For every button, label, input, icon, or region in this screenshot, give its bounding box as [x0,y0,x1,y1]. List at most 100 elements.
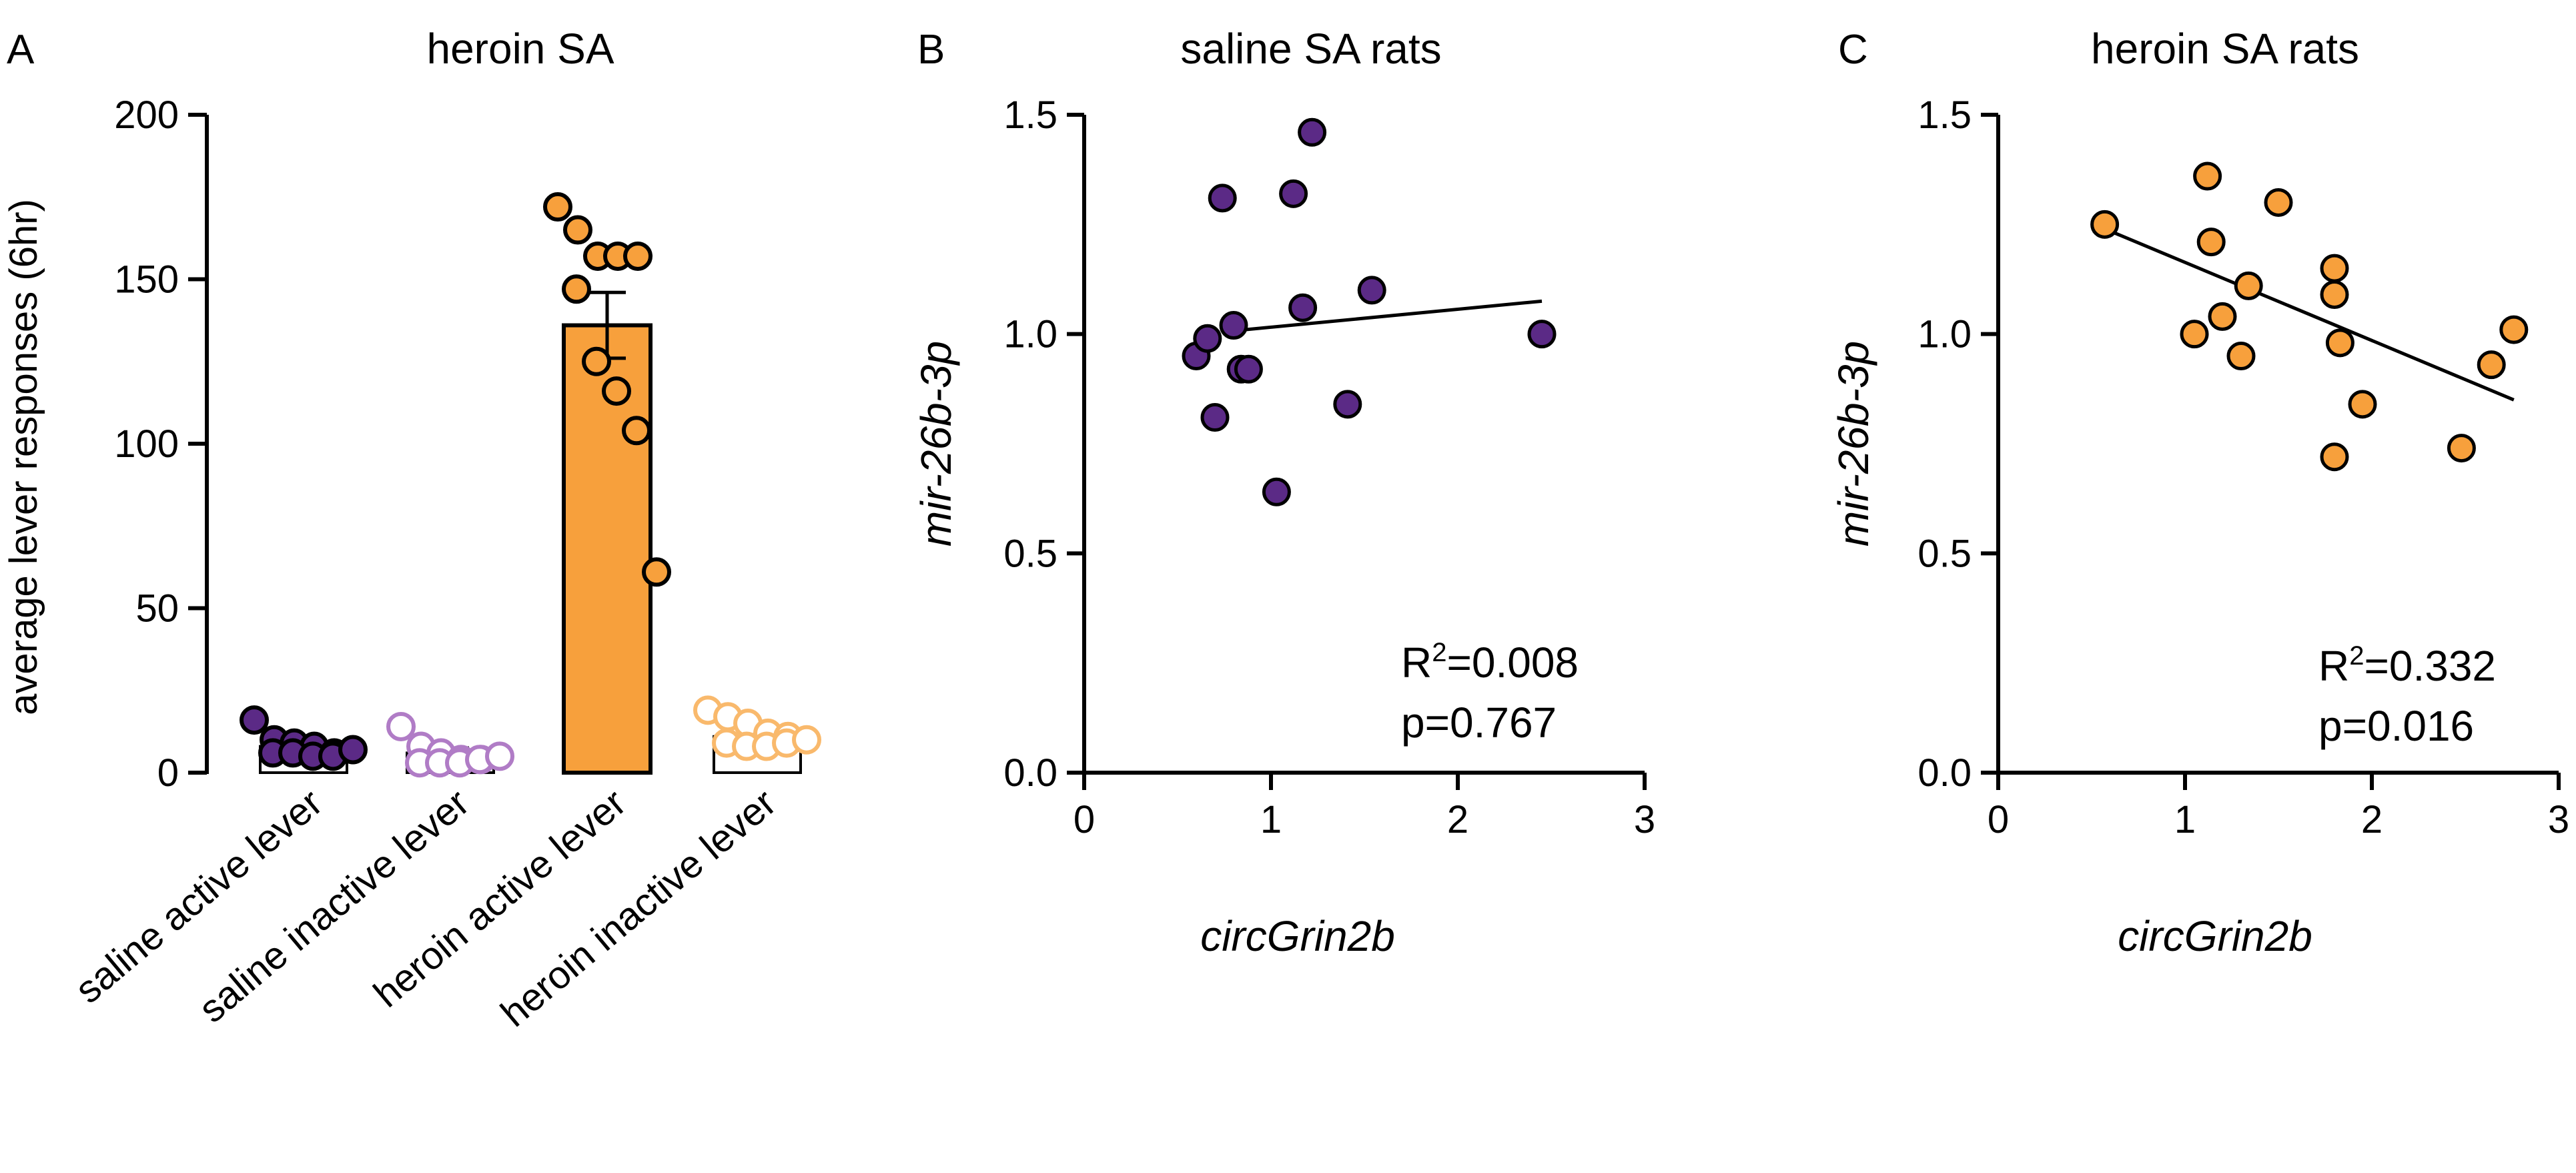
panel-b-r2-sup: 2 [1432,638,1446,667]
panel-c-regression-line [2104,227,2515,402]
panel-c-data-point [2196,228,2226,257]
panel-c-data-point [2090,210,2120,239]
panel-c-data-point [2320,442,2349,472]
panel-a-y-tick-label: 50 [135,587,179,631]
panel-c-xlabel: circGrin2b [2118,912,2312,960]
panel-c-p: p=0.016 [2318,702,2474,750]
panel-b-x-tick-label: 0 [1074,798,1095,841]
panel-b-title: saline SA rats [1180,25,1441,73]
panel-a-ylabel: average lever responses (6hr) [2,199,45,715]
panel-b-ylabel: mir-26b-3p [912,341,960,546]
panel-c-data-point [2447,434,2476,463]
panel-b-xlabel: circGrin2b [1200,912,1395,960]
panel-b-x-tick-label: 1 [1260,798,1282,841]
category-label: heroin active lever [366,781,634,1016]
panel-c-data-point [2234,271,2263,300]
panel-letter-a: A [7,27,35,73]
panel-b-data-point [1279,179,1308,208]
panel-b-y-tick-label: 0.5 [1003,532,1057,575]
panel-c: C heroin SA rats mir-26b-3p circGrin2b 0… [1829,25,2569,960]
panel-c-data-point [2226,342,2256,371]
panel-a-bars [259,290,802,775]
panel-b-r2-prefix: R [1401,639,1432,687]
panel-b-data-point [1357,276,1386,305]
panel-c-data-point [2499,315,2529,344]
panel-c-data-point [2264,187,2293,217]
data-point [582,346,611,376]
panel-c-fit-line [2104,227,2515,402]
panel-c-data-point [2348,390,2377,419]
data-point [602,376,631,406]
panel-b-y-tick-label: 1.0 [1003,313,1057,356]
panel-c-data-point [2325,328,2354,358]
panel-b-data-point [1288,293,1318,322]
panel-b-p: p=0.767 [1401,699,1557,747]
panel-a-title: heroin SA [426,25,614,73]
data-point [622,416,651,446]
data-point [623,241,653,271]
panel-b-data-point [1527,320,1557,349]
category-label: saline active lever [67,781,330,1012]
panel-c-ylabel: mir-26b-3p [1829,341,1877,546]
panel-letter-b: B [917,27,945,73]
data-point [240,705,269,735]
panel-b-data-point [1208,183,1237,213]
panel-b-fit-line [1222,299,1543,334]
data-point [485,741,514,771]
panel-b-data-point [1200,403,1230,432]
data-point [562,274,591,304]
category-label: saline inactive lever [191,781,478,1031]
panel-c-data-point [2193,161,2222,191]
data-point [543,192,572,222]
panel-c-r2-prefix: R [2318,642,2349,690]
panel-c-y-tick-label: 0.5 [1917,532,1972,575]
panel-c-r2-value: =0.332 [2364,642,2496,690]
panel-c-y-tick-label: 1.0 [1917,313,1972,356]
data-point [642,557,671,587]
panel-a-y-axis: 0 50 100 150 200 [114,93,209,795]
panel-c-x-tick-label: 0 [1988,798,2009,841]
panel-c-points [2090,161,2529,472]
panel-c-x-tick-label: 1 [2174,798,2196,841]
panel-c-x-tick-label: 3 [2548,798,2569,841]
panel-b-data-point [1234,354,1263,384]
panel-a: A heroin SA average lever responses (6hr… [2,25,821,1036]
panel-b-data-point [1219,311,1248,340]
panel-c-y-tick-label: 1.5 [1917,93,1972,137]
panel-c-data-point [2320,254,2349,283]
panel-b-data-point [1193,324,1222,353]
panel-b-regression-line [1222,299,1543,334]
panel-a-y-tick-label: 0 [157,751,179,795]
data-point [563,215,592,245]
panel-c-data-point [2208,302,2237,331]
panel-b-axes: 0.0 0.5 1.0 1.5 0 1 2 3 [1003,93,1655,841]
panel-b-data-point [1333,390,1362,419]
panel-a-y-tick-label: 150 [114,258,179,302]
category-label: heroin inactive lever [492,781,784,1035]
panel-a-points [240,192,821,778]
panel-a-y-tick-label: 200 [114,93,179,137]
data-point [386,711,416,741]
panel-c-r2: R2=0.332 [2318,641,2496,690]
panel-b-r2: R2=0.008 [1401,638,1579,687]
panel-c-data-point [2477,350,2506,380]
panel-c-x-tick-label: 2 [2361,798,2383,841]
panel-b-x-tick-label: 3 [1634,798,1655,841]
panel-b-r2-value: =0.008 [1446,639,1579,687]
panel-c-axes: 0.0 0.5 1.0 1.5 0 1 2 3 [1917,93,2569,841]
data-point [338,735,368,765]
panel-b-data-point [1262,477,1291,506]
panel-c-y-tick-label: 0.0 [1917,751,1972,795]
panel-b-x-tick-label: 2 [1447,798,1468,841]
data-point [792,725,821,755]
panel-b-y-tick-label: 1.5 [1003,93,1057,137]
panel-c-title: heroin SA rats [2091,25,2359,73]
bar-heroin-active [562,323,653,775]
panel-b: B saline SA rats mir-26b-3p circGrin2b 0… [912,25,1655,960]
panel-b-points [1182,117,1557,506]
panel-a-y-tick-label: 100 [114,422,179,466]
panel-b-y-tick-label: 0.0 [1003,751,1057,795]
panel-letter-c: C [1838,27,1868,73]
